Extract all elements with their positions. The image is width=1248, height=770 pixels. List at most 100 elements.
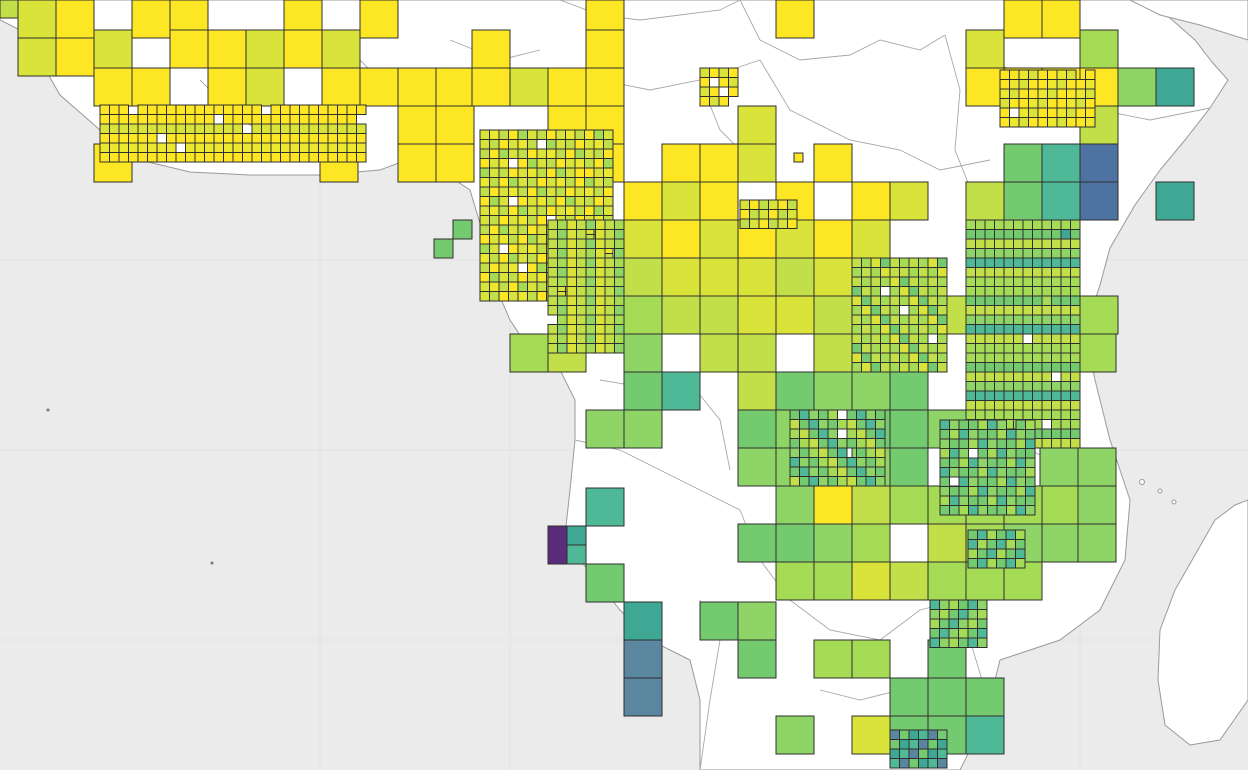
grid-cell — [603, 205, 614, 216]
grid-cell — [327, 114, 338, 125]
grid-cell — [232, 104, 243, 115]
grid-cell — [870, 352, 881, 363]
grid-cell — [603, 177, 614, 188]
grid-cell — [128, 142, 139, 153]
grid-cell — [527, 215, 538, 226]
grid-cell — [0, 0, 19, 19]
grid-cell — [851, 333, 862, 344]
grid-cell — [958, 609, 969, 620]
grid-cell — [818, 409, 829, 420]
grid-cell — [908, 739, 919, 750]
grid-cell — [937, 314, 948, 325]
grid-cell — [536, 215, 547, 226]
grid-cell — [566, 229, 577, 240]
grid-cell — [1003, 362, 1014, 373]
grid-cell — [498, 129, 509, 140]
grid-cell — [699, 67, 710, 78]
grid-cell — [975, 314, 986, 325]
grid-cell — [308, 114, 319, 125]
grid-cell — [489, 167, 500, 178]
grid-cell — [99, 123, 110, 134]
grid-cell — [939, 429, 950, 440]
grid-cell — [346, 133, 357, 144]
grid-cell — [1037, 69, 1048, 80]
grid-cell — [555, 167, 566, 178]
grid-cell — [1005, 548, 1016, 559]
grid-cell — [889, 286, 900, 297]
grid-cell — [489, 253, 500, 264]
grid-cell — [1018, 69, 1029, 80]
grid-cell — [557, 238, 568, 249]
grid-cell — [547, 324, 558, 335]
grid-cell — [1003, 229, 1014, 240]
grid-cell — [109, 123, 120, 134]
grid-cell — [1060, 428, 1071, 439]
grid-cell — [99, 104, 110, 115]
grid-cell — [975, 324, 986, 335]
grid-cell — [737, 143, 777, 183]
grid-cell — [1070, 381, 1081, 392]
grid-cell — [889, 314, 900, 325]
grid-cell — [593, 205, 604, 216]
grid-cell — [337, 152, 348, 163]
grid-cell — [166, 152, 177, 163]
grid-cell — [1022, 400, 1033, 411]
grid-cell — [1060, 390, 1071, 401]
grid-cell — [346, 104, 357, 115]
grid-cell — [555, 129, 566, 140]
grid-cell — [918, 314, 929, 325]
grid-cell — [977, 429, 988, 440]
grid-cell — [566, 219, 577, 230]
grid-cell — [975, 257, 986, 268]
grid-cell — [1075, 88, 1086, 99]
grid-cell — [261, 123, 272, 134]
grid-cell — [1060, 400, 1071, 411]
grid-cell — [1013, 362, 1024, 373]
grid-cell — [251, 104, 262, 115]
grid-cell — [939, 599, 950, 610]
grid-cell — [1085, 69, 1096, 80]
grid-cell — [818, 419, 829, 430]
grid-cell — [958, 438, 969, 449]
grid-cell — [948, 618, 959, 629]
grid-cell — [1032, 371, 1043, 382]
grid-cell — [1051, 267, 1062, 278]
grid-cell — [604, 343, 615, 354]
grid-cell — [346, 152, 357, 163]
grid-cell — [137, 114, 148, 125]
grid-cell — [576, 343, 587, 354]
grid-cell — [1025, 457, 1036, 468]
grid-cell — [270, 114, 281, 125]
grid-cell — [433, 238, 454, 259]
grid-cell — [1013, 409, 1024, 420]
grid-cell — [851, 295, 862, 306]
grid-cell — [975, 343, 986, 354]
grid-cell — [965, 381, 976, 392]
grid-cell — [1075, 98, 1086, 109]
grid-cell — [996, 539, 1007, 550]
grid-cell — [965, 248, 976, 259]
grid-cell — [566, 257, 577, 268]
grid-cell — [546, 129, 557, 140]
grid-cell — [927, 276, 938, 287]
grid-cell — [1070, 295, 1081, 306]
grid-cell — [1003, 400, 1014, 411]
grid-cell — [204, 114, 215, 125]
grid-cell — [1006, 476, 1017, 487]
grid-cell — [880, 305, 891, 316]
grid-cell — [1006, 495, 1017, 506]
grid-cell — [565, 186, 576, 197]
grid-cell — [987, 448, 998, 459]
grid-cell — [948, 637, 959, 648]
grid-cell — [789, 428, 800, 439]
grid-cell — [261, 114, 272, 125]
grid-cell — [1041, 523, 1081, 563]
grid-cell — [299, 133, 310, 144]
grid-cell — [557, 257, 568, 268]
grid-cell — [1070, 238, 1081, 249]
grid-cell — [614, 248, 625, 259]
grid-cell — [479, 234, 490, 245]
grid-cell — [1060, 362, 1071, 373]
grid-cell — [299, 123, 310, 134]
